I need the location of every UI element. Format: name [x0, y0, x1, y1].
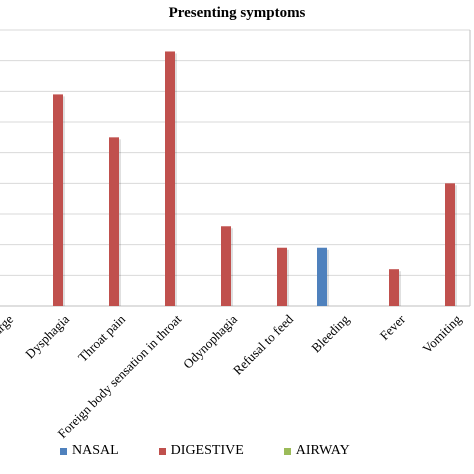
- bar-digestive-1: [53, 94, 63, 307]
- bar-digestive-5: [277, 247, 287, 306]
- chart-title: Presenting symptoms: [168, 5, 306, 21]
- legend-item-digestive: DIGESTIVE: [158, 443, 244, 459]
- bar-digestive-3: [165, 51, 175, 306]
- legend-label-nasal: NASAL: [72, 443, 119, 458]
- legend-label-digestive: DIGESTIVE: [170, 443, 244, 458]
- bar-digestive-7: [389, 269, 399, 306]
- legend-item-nasal: NASAL: [60, 443, 119, 459]
- bar-digestive-8: [445, 183, 455, 306]
- category-label: Fever: [377, 311, 409, 343]
- legend-swatch-airway: [283, 447, 291, 455]
- gridlines: [0, 29, 471, 307]
- category-label: Dysphagia: [22, 311, 72, 361]
- category-label: Discharge: [0, 311, 16, 359]
- legend-swatch-nasal: [60, 447, 67, 455]
- category-label: Odynophagia: [180, 311, 240, 371]
- bar-nasal-6: [317, 247, 327, 306]
- category-label: Bleeding: [308, 311, 352, 355]
- bar-digestive-2: [109, 137, 119, 306]
- legend-label-airway: AIRWAY: [295, 443, 350, 458]
- category-label: Vomiting: [419, 311, 464, 356]
- category-label: Refusal to feed: [230, 311, 297, 378]
- bar-digestive-4: [221, 226, 231, 306]
- legend-item-airway: AIRWAY: [283, 443, 350, 459]
- category-label: Throat pain: [75, 311, 129, 365]
- legend: NASAL DIGESTIVE AIRWAY: [60, 443, 350, 459]
- bars: [53, 51, 457, 307]
- legend-swatch-digestive: [158, 447, 166, 455]
